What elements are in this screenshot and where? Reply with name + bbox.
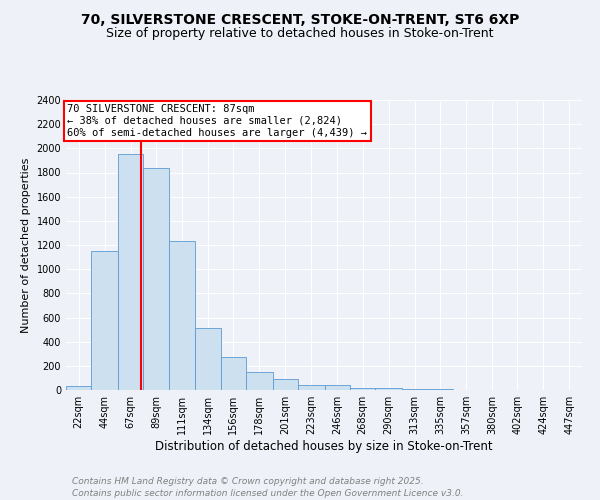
Bar [221,358,246,390]
Bar [246,372,272,390]
Text: Contains public sector information licensed under the Open Government Licence v3: Contains public sector information licen… [72,489,464,498]
Bar [350,388,376,390]
Text: 70 SILVERSTONE CRESCENT: 87sqm
← 38% of detached houses are smaller (2,824)
60% : 70 SILVERSTONE CRESCENT: 87sqm ← 38% of … [67,104,367,138]
Text: Contains HM Land Registry data © Crown copyright and database right 2025.: Contains HM Land Registry data © Crown c… [72,478,424,486]
Bar [376,388,402,390]
Bar [66,386,91,390]
Bar [91,251,118,390]
Bar [143,168,169,390]
Bar [118,154,143,390]
Bar [298,384,325,390]
Text: Size of property relative to detached houses in Stoke-on-Trent: Size of property relative to detached ho… [106,28,494,40]
Bar [195,328,221,390]
X-axis label: Distribution of detached houses by size in Stoke-on-Trent: Distribution of detached houses by size … [155,440,493,453]
Bar [272,379,298,390]
Bar [169,242,195,390]
Y-axis label: Number of detached properties: Number of detached properties [21,158,31,332]
Bar [402,389,427,390]
Text: 70, SILVERSTONE CRESCENT, STOKE-ON-TRENT, ST6 6XP: 70, SILVERSTONE CRESCENT, STOKE-ON-TRENT… [81,12,519,26]
Bar [325,385,350,390]
